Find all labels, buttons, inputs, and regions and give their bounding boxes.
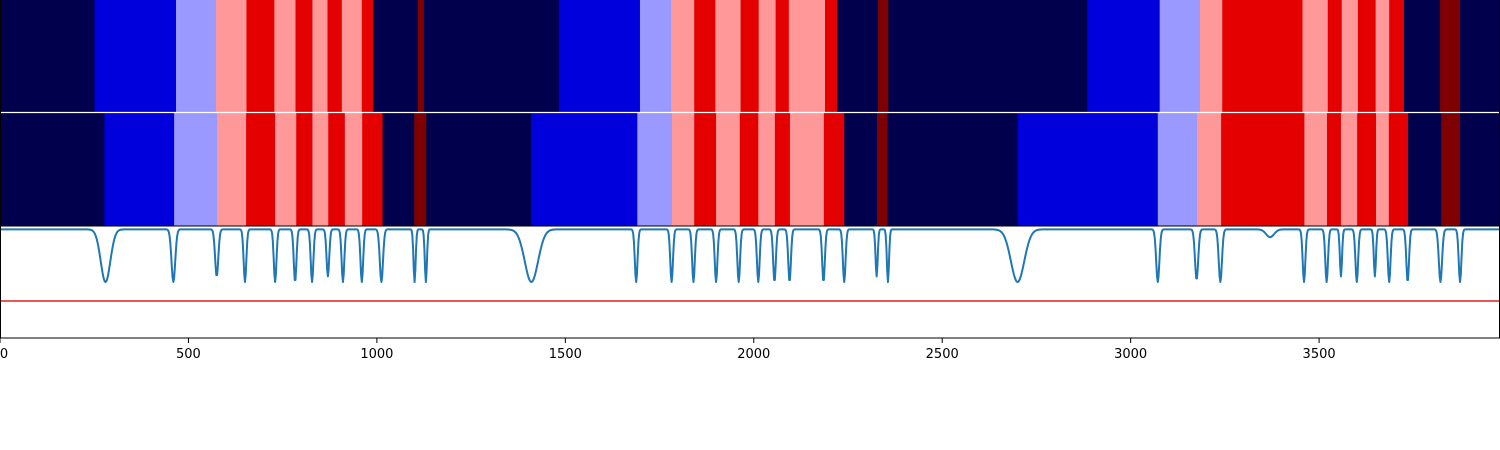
heatmap-segment [639,0,672,113]
line-panel [0,228,1500,302]
heatmap-segment [0,113,105,226]
heatmap-segment [877,113,889,226]
heatmap-segment [1389,0,1405,113]
heatmap-segment [1375,0,1390,113]
heatmap-segment [362,113,384,226]
heatmap-segment [878,0,889,113]
heatmap-segment [758,0,777,113]
heatmap-segment [246,0,275,113]
heatmap-segment [327,0,343,113]
heatmap-segment [888,0,1088,113]
heatmap-segment [341,0,363,113]
heatmap-segment [1327,0,1343,113]
heatmap-segment [215,0,248,113]
x-tick-label: 500 [176,347,201,362]
heatmap-segment [0,0,96,113]
heatmap-segment [1221,113,1305,226]
heatmap-segment [531,113,638,226]
heatmap-row-top [0,0,1500,113]
heatmap-segment [344,113,363,226]
heatmap-segment [671,0,695,113]
heatmap-segment [1460,113,1500,226]
x-axis-ticks: 0 500 1000 1500 2000 2500 3000 3500 [0,338,1336,362]
x-tick-label: 2500 [926,347,959,362]
heatmap-segment [775,0,790,113]
heatmap-segment [1200,0,1223,113]
heatmap-segment [788,0,826,113]
heatmap-segment [312,0,329,113]
heatmap-segment [558,0,641,113]
heatmap-segment [217,113,247,226]
heatmap-segment [671,113,695,226]
heatmap-segment [740,0,760,113]
heatmap-segment [382,113,415,226]
heatmap-segment [1017,113,1159,226]
heatmap-segment [715,0,742,113]
heatmap-segment [1087,0,1161,113]
heatmap-segment [1341,0,1359,113]
heatmap-segment [694,113,717,226]
heatmap-segment [275,113,297,226]
heatmap-segment [1222,0,1304,113]
heatmap-segment [1460,0,1500,113]
heatmap-segment [694,0,716,113]
heatmap-segment [887,113,1019,226]
heatmap-segment [844,113,878,226]
heatmap-segment [104,113,175,226]
heatmap-segment [295,0,314,113]
heatmap-segment [1159,0,1201,113]
x-tick-label: 0 [0,347,8,362]
heatmap-segment [716,113,741,226]
heatmap-segment [1157,113,1198,226]
heatmap-segment [789,113,825,226]
heatmap-segment [1196,113,1222,226]
heatmap-segment [361,0,374,113]
heatmap-segment [1357,113,1377,226]
heatmap-segment [1327,113,1342,226]
heatmap-segment [837,0,879,113]
x-tick-label: 1000 [360,347,393,362]
series-line [0,228,1500,283]
x-tick-label: 3000 [1114,347,1147,362]
x-tick-label: 2000 [737,347,770,362]
heatmap-segment [739,113,759,226]
heatmap-segment [1440,0,1461,113]
heatmap-segment [423,0,560,113]
heatmap-segment [373,0,419,113]
heatmap-segment [774,113,791,226]
heatmap-segment [1408,113,1442,226]
heatmap-segment [1302,0,1329,113]
heatmap-segment [296,113,314,226]
heatmap-segment [312,113,329,226]
heatmap-segment [1441,113,1461,226]
heatmap-segment [274,0,297,113]
heatmap-row-bottom [0,113,1500,226]
heatmap-segment [176,0,217,113]
heatmap-segment [1403,0,1441,113]
heatmap-segment [1357,0,1377,113]
heatmap-segment [328,113,346,226]
heatmap-segment [414,113,427,226]
heatmap-segment [174,113,218,226]
heatmap-segment [1376,113,1390,226]
heatmap-segment [246,113,276,226]
heatmap-segment [1304,113,1328,226]
heatmap-segment [426,113,532,226]
heatmap-segment [825,0,838,113]
heatmap-segment [94,0,177,113]
heatmap-segment [823,113,845,226]
heatmap-segment [637,113,673,226]
heatmap-segment [758,113,776,226]
line-panel-background [0,226,1500,338]
heatmap-segment [417,0,425,113]
heatmap-segment [1388,113,1409,226]
x-tick-label: 1500 [549,347,582,362]
x-tick-label: 3500 [1303,347,1336,362]
heatmap-segment [1340,113,1358,226]
